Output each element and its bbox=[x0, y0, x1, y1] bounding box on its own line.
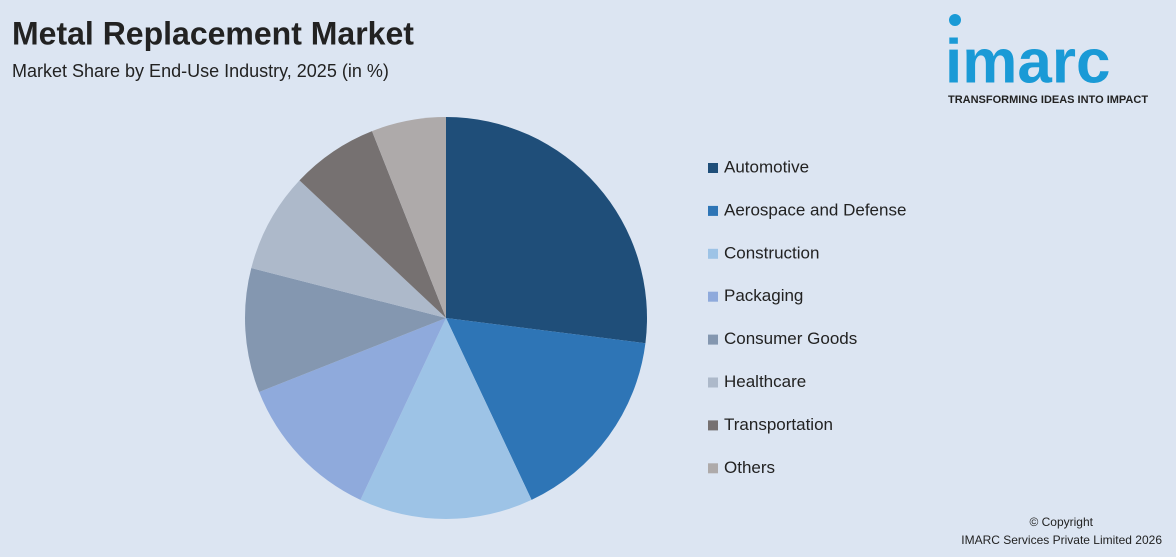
legend-swatch bbox=[708, 291, 718, 302]
pie-slice bbox=[372, 117, 446, 318]
legend-label: Construction bbox=[724, 243, 819, 262]
legend-label: Consumer Goods bbox=[724, 329, 857, 348]
legend-label: Healthcare bbox=[724, 372, 806, 391]
legend-label: Aerospace and Defense bbox=[724, 200, 906, 219]
pie-slice bbox=[251, 180, 446, 318]
legend-swatch bbox=[708, 163, 718, 173]
pie-slice bbox=[360, 318, 532, 519]
chart-title: Metal Replacement Market bbox=[12, 15, 414, 51]
logo-text: imarc bbox=[945, 27, 1110, 96]
legend-swatch bbox=[708, 248, 718, 259]
legend-swatch bbox=[708, 463, 718, 474]
logo-tagline: TRANSFORMING IDEAS INTO IMPACT bbox=[948, 94, 1148, 106]
legend-label: Transportation bbox=[724, 415, 833, 434]
pie-slice bbox=[446, 318, 646, 500]
legend-label: Packaging bbox=[724, 286, 803, 305]
pie-slice bbox=[299, 131, 446, 318]
legend-label: Others bbox=[724, 458, 775, 477]
legend-swatch bbox=[708, 420, 718, 431]
legend-swatch bbox=[708, 205, 718, 216]
legend-label: Automotive bbox=[724, 157, 809, 176]
pie-slice bbox=[446, 117, 647, 344]
legend-swatch bbox=[708, 377, 718, 388]
copyright: © Copyright bbox=[1029, 515, 1093, 529]
chart-subtitle: Market Share by End-Use Industry, 2025 (… bbox=[12, 61, 389, 81]
logo-dot bbox=[949, 14, 961, 26]
pie-slice bbox=[259, 318, 446, 500]
legend-swatch bbox=[708, 334, 718, 345]
copyright: IMARC Services Private Limited 2026 bbox=[961, 533, 1162, 547]
pie-slice bbox=[245, 268, 446, 392]
